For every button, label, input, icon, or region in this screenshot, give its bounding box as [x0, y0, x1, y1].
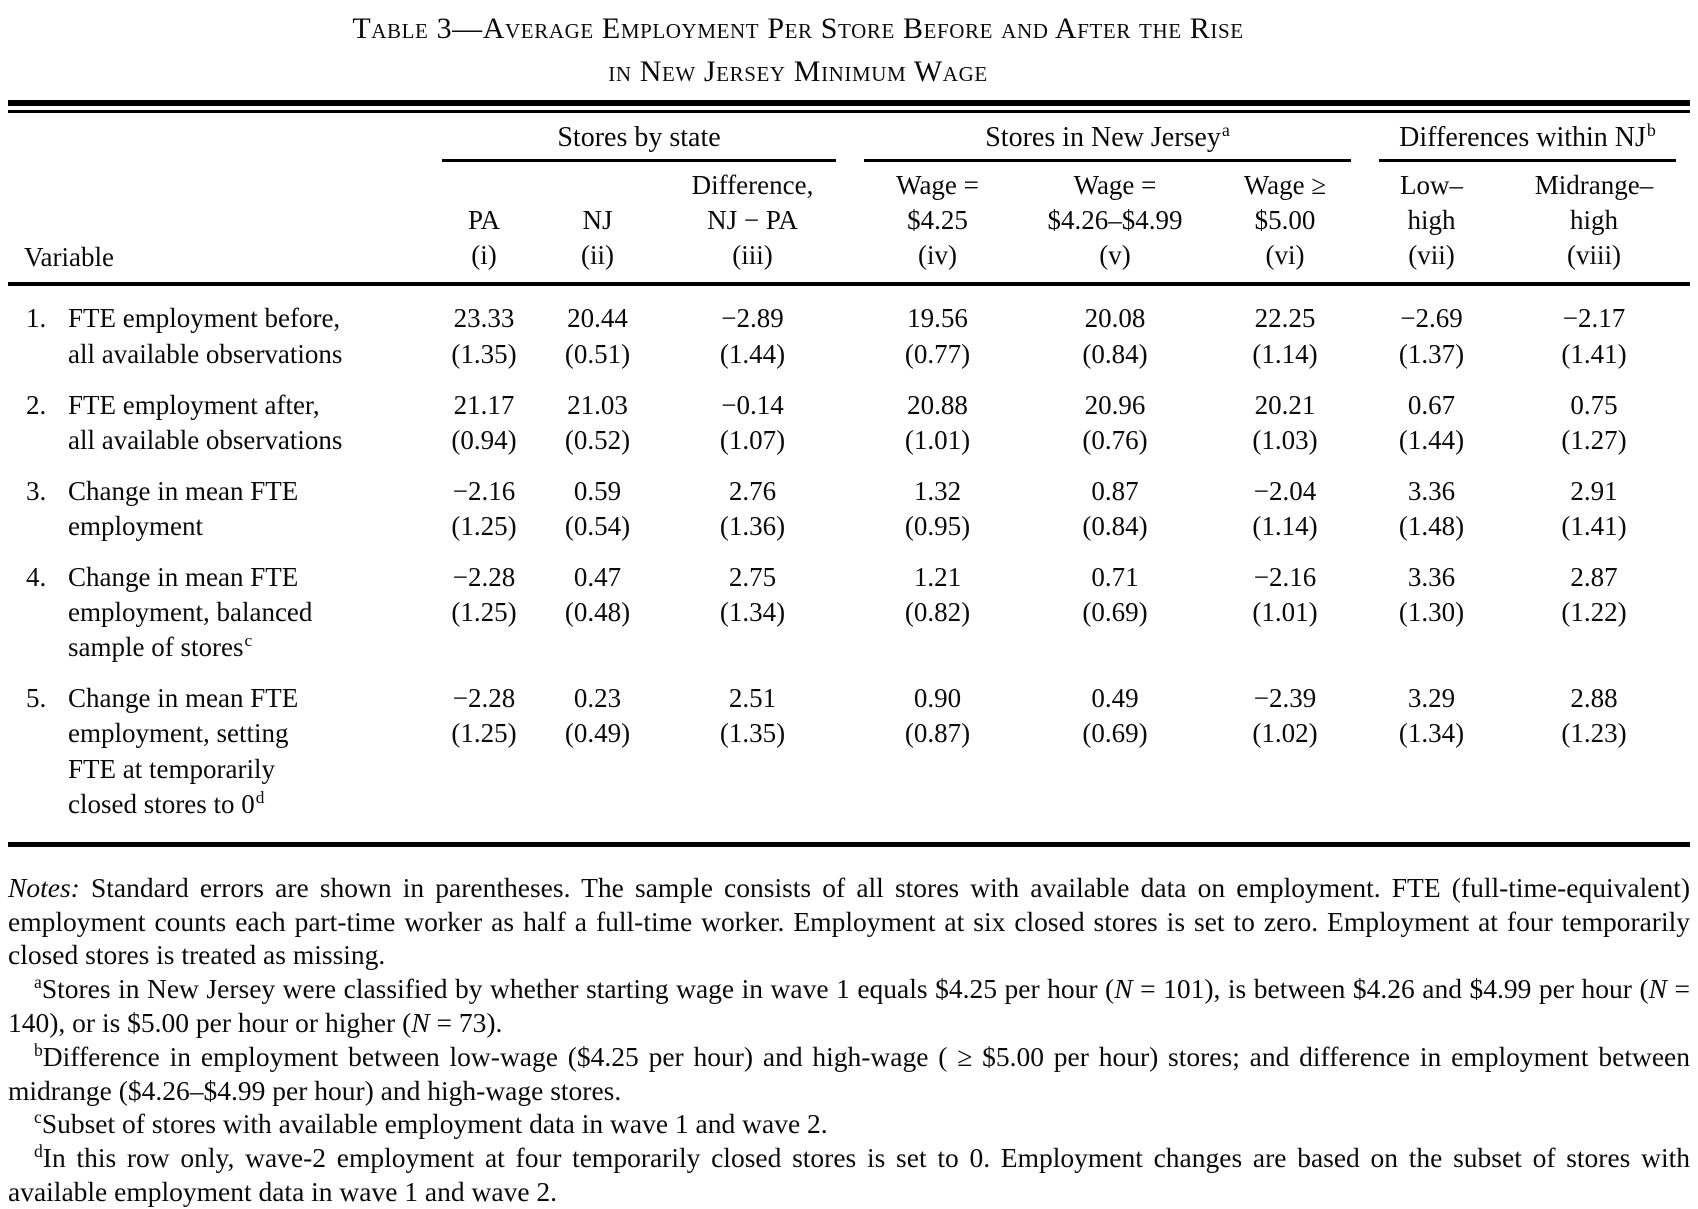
row-label-text: Change in mean FTE employment, balanced sa…: [68, 562, 313, 663]
table-title: Table 3—Average Employment Per Store Bef…: [8, 6, 1588, 93]
value-cell: 1.32 (0.95): [904, 475, 971, 541]
value-cell: −2.28 (1.25): [451, 562, 517, 628]
row-number: 4.: [26, 562, 47, 593]
value-cell: 20.96 (0.76): [1082, 389, 1148, 455]
value-cell: 21.03 (0.52): [564, 389, 631, 455]
table-row: 3. Change in mean FTE employment −2.16 (1.25…: [8, 459, 1690, 545]
column-header-row: PA (i) NJ (ii) Difference, NJ − PA (iii) Wage =…: [8, 162, 1690, 284]
table-row: 1. FTE employment before, all available ob…: [8, 284, 1690, 372]
value-cell: −0.14 (1.07): [719, 389, 786, 455]
value-cell: −2.16 (1.25): [451, 475, 517, 541]
column-header: Low– high (vii): [1400, 170, 1464, 271]
value-cell: 2.76 (1.36): [719, 475, 786, 541]
table-row: 5. Change in mean FTE employment, setting F…: [8, 666, 1690, 841]
row-number: 5.: [26, 683, 47, 714]
value-cell: 20.08 (0.84): [1082, 303, 1148, 369]
value-cell: 0.23 (0.49): [564, 683, 631, 749]
column-header: Wage = $4.25 (iv): [896, 170, 979, 271]
row-label: 3. Change in mean FTE employment: [8, 459, 428, 545]
top-double-rule: [8, 100, 1690, 114]
note: aStores in New Jersey were classified by…: [8, 971, 1690, 1038]
value-cell: 23.33 (1.35): [451, 303, 517, 369]
column-group-label: Differences within NJb: [1379, 121, 1677, 163]
column-group-header: Stores in New Jerseya: [850, 113, 1365, 163]
note: cSubset of stores with available employm…: [34, 1107, 828, 1140]
note: bDifference in employment between low-wa…: [8, 1039, 1690, 1106]
value-cell: −2.17 (1.41): [1561, 303, 1627, 369]
value-cell: 1.21 (0.82): [904, 562, 971, 628]
value-cell: 0.47 (0.48): [564, 562, 631, 628]
value-cell: 0.67 (1.44): [1398, 389, 1465, 455]
row-label: 4. Change in mean FTE employment, balanced…: [8, 545, 428, 666]
row-label-text: FTE employment before, all available obse…: [68, 303, 343, 369]
table-title-line-1: Table 3—Average Employment Per Store Bef…: [352, 12, 1244, 45]
column-header: Midrange– high (viii): [1534, 170, 1654, 271]
value-cell: 0.87 (0.84): [1082, 475, 1148, 541]
value-cell: 20.88 (1.01): [904, 389, 971, 455]
value-cell: 2.88 (1.23): [1561, 683, 1627, 749]
column-group-label: Stores in New Jerseya: [864, 121, 1352, 163]
note: dIn this row only, wave-2 employment at …: [8, 1141, 1690, 1207]
table-title-line-2: in New Jersey Minimum Wage: [608, 54, 988, 88]
employment-table: Variable Stores by state Stores in New Je…: [8, 113, 1691, 842]
bottom-rule: [8, 841, 1690, 847]
row-label-text: Change in mean FTE employment: [68, 475, 299, 541]
value-cell: 2.91 (1.41): [1561, 475, 1627, 541]
row-label: 2. FTE employment after, all available obs…: [8, 373, 428, 459]
column-group-header: Stores by state: [428, 113, 850, 163]
column-group-row: Variable Stores by state Stores in New Je…: [8, 113, 1690, 272]
note: Notes: Standard errors are shown in pare…: [8, 871, 1690, 971]
value-cell: 3.36 (1.30): [1398, 562, 1465, 628]
row-number: 3.: [26, 475, 47, 506]
value-cell: 0.59 (0.54): [564, 475, 631, 541]
value-cell: 20.44 (0.51): [564, 303, 631, 369]
row-label: 1. FTE employment before, all available ob…: [8, 284, 428, 372]
value-cell: −2.69 (1.37): [1398, 303, 1465, 369]
column-header: Wage = $4.26–$4.99 (v): [1047, 170, 1183, 271]
value-cell: 20.21 (1.03): [1252, 389, 1318, 455]
value-cell: −2.39 (1.02): [1252, 683, 1318, 749]
value-cell: 21.17 (0.94): [451, 389, 517, 455]
value-cell: −2.04 (1.14): [1252, 475, 1318, 541]
row-number: 1.: [26, 303, 47, 334]
row-label-text: Change in mean FTE employment, setting FTE…: [68, 683, 299, 819]
value-cell: 2.87 (1.22): [1561, 562, 1627, 628]
value-cell: −2.28 (1.25): [451, 683, 517, 749]
column-header: NJ (ii): [581, 205, 614, 271]
row-label-text: FTE employment after, all available obser…: [68, 389, 343, 455]
value-cell: −2.89 (1.44): [719, 303, 786, 369]
value-cell: 0.75 (1.27): [1561, 389, 1627, 455]
notes-section: Notes: Standard errors are shown in pare…: [8, 847, 1690, 1209]
column-header: Wage ≥ $5.00 (vi): [1243, 170, 1327, 271]
value-cell: 0.71 (0.69): [1082, 562, 1148, 628]
value-cell: 22.25 (1.14): [1252, 303, 1318, 369]
column-header: Difference, NJ − PA (iii): [691, 170, 814, 271]
row-label: 5. Change in mean FTE employment, setting F…: [8, 666, 428, 841]
value-cell: 2.51 (1.35): [719, 683, 786, 749]
table-row: 2. FTE employment after, all available obs…: [8, 373, 1690, 459]
value-cell: −2.16 (1.01): [1252, 562, 1318, 628]
table-body: 1. FTE employment before, all available ob…: [8, 284, 1690, 841]
value-cell: 2.75 (1.34): [719, 562, 786, 628]
value-cell: 0.49 (0.69): [1082, 683, 1148, 749]
table-header: Variable Stores by state Stores in New Je…: [8, 113, 1691, 285]
row-number: 2.: [26, 389, 47, 420]
column-group-header: Differences within NJb: [1365, 113, 1690, 163]
column-group-label: Stores by state: [442, 122, 837, 163]
value-cell: 19.56 (0.77): [904, 303, 971, 369]
table-row: 4. Change in mean FTE employment, balanced…: [8, 545, 1690, 666]
value-cell: 3.29 (1.34): [1398, 683, 1465, 749]
column-header: PA (i): [467, 205, 501, 271]
variable-column-header: Variable: [24, 242, 114, 273]
value-cell: 3.36 (1.48): [1398, 475, 1465, 541]
value-cell: 0.90 (0.87): [904, 683, 971, 749]
